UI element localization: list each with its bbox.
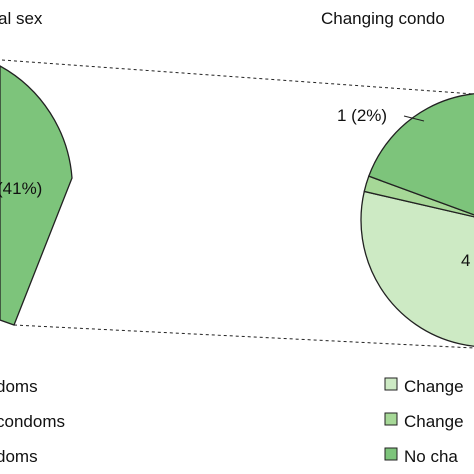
right-legend-item: Change <box>404 377 464 396</box>
left-pie-slice <box>0 65 73 326</box>
connector-line-top <box>1 59 474 95</box>
legend-swatch-medium <box>384 412 398 426</box>
left-chart-title: al sex <box>0 9 43 28</box>
right-pie-large-slice-label: 4 <box>461 251 470 270</box>
right-legend: Change Change No cha <box>384 377 464 466</box>
left-legend: doms condoms doms <box>0 377 65 466</box>
right-pie <box>360 93 474 347</box>
legend-swatch-light <box>384 377 398 391</box>
right-pie-leader-line <box>403 115 425 122</box>
left-legend-item: doms <box>0 447 38 466</box>
connector-line-bottom <box>13 324 474 349</box>
left-legend-item: condoms <box>0 412 65 431</box>
legend-swatch-dark <box>384 447 398 461</box>
right-chart-title: Changing condo <box>321 9 445 28</box>
right-legend-item: Change <box>404 412 464 431</box>
left-legend-item: doms <box>0 377 38 396</box>
left-pie <box>0 65 73 326</box>
right-pie-slice <box>360 190 474 347</box>
right-legend-item: No cha <box>404 447 458 466</box>
right-pie-slice <box>367 93 474 216</box>
right-pie-small-slice-label: 1 (2%) <box>337 106 387 125</box>
left-pie-slice-label: (41%) <box>0 179 42 198</box>
